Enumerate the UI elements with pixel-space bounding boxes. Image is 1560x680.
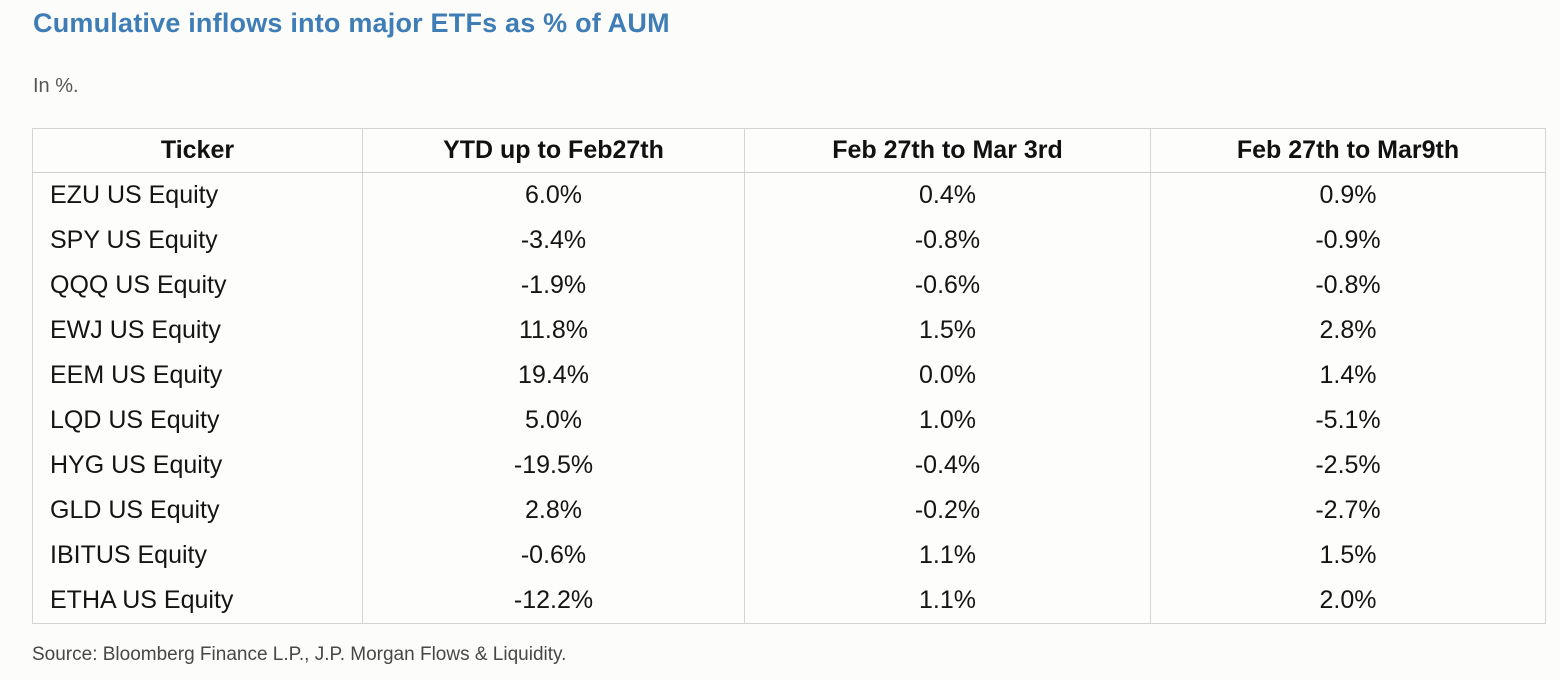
unit-note: In %.	[33, 75, 79, 97]
ticker-cell: GLD US Equity	[50, 496, 220, 524]
value-cell: -0.4%	[744, 443, 1151, 488]
value-cell: 0.9%	[1150, 172, 1546, 218]
value-cell: 1.1%	[744, 533, 1151, 578]
table-row: EWJ US Equity 11.8% 1.5% 2.8%	[33, 308, 1546, 353]
source-note: Source: Bloomberg Finance L.P., J.P. Mor…	[32, 644, 567, 665]
ticker-cell: ETHA US Equity	[50, 586, 234, 614]
page-title: Cumulative inflows into major ETFs as % …	[33, 8, 670, 38]
value-cell: -2.7%	[1150, 488, 1546, 533]
value-cell: -5.1%	[1150, 398, 1546, 443]
table-row: EEM US Equity 19.4% 0.0% 1.4%	[33, 353, 1546, 398]
value-cell: -0.8%	[744, 218, 1151, 263]
ticker-cell: EWJ US Equity	[50, 316, 221, 344]
ticker-cell: SPY US Equity	[50, 226, 218, 254]
report-figure: Cumulative inflows into major ETFs as % …	[0, 8, 1560, 680]
value-cell: -12.2%	[362, 578, 745, 624]
value-cell: 1.0%	[744, 398, 1151, 443]
column-header-ytd-feb27: YTD up to Feb27th	[362, 128, 745, 173]
etf-flows-table: Ticker YTD up to Feb27th Feb 27th to Mar…	[32, 128, 1546, 624]
ticker-cell: EZU US Equity	[50, 181, 219, 209]
ticker-cell: EEM US Equity	[50, 361, 223, 389]
value-cell: -2.5%	[1150, 443, 1546, 488]
value-cell: -3.4%	[362, 218, 745, 263]
value-cell: 1.5%	[744, 308, 1151, 353]
table-header: Ticker YTD up to Feb27th Feb 27th to Mar…	[32, 128, 1546, 173]
value-cell: -19.5%	[362, 443, 745, 488]
ticker-cell: QQQ US Equity	[50, 271, 227, 299]
ticker-cell: IBITUS Equity	[50, 541, 207, 569]
value-cell: 2.0%	[1150, 578, 1546, 624]
value-cell: 2.8%	[362, 488, 745, 533]
table-row: EZU US Equity 6.0% 0.4% 0.9%	[33, 172, 1546, 218]
ticker-cell: LQD US Equity	[50, 406, 220, 434]
table-body: EZU US Equity 6.0% 0.4% 0.9% SPY US Equity -3…	[33, 172, 1546, 624]
table-row: HYG US Equity -19.5% -0.4% -2.5%	[33, 443, 1546, 488]
value-cell: 1.5%	[1150, 533, 1546, 578]
table-row: IBITUS Equity -0.6% 1.1% 1.5%	[33, 533, 1546, 578]
table-row: ETHA US Equity -12.2% 1.1% 2.0%	[33, 578, 1546, 624]
value-cell: -0.6%	[362, 533, 745, 578]
table-row: LQD US Equity 5.0% 1.0% -5.1%	[33, 398, 1546, 443]
value-cell: 0.4%	[744, 172, 1151, 218]
value-cell: 0.0%	[744, 353, 1151, 398]
value-cell: -0.8%	[1150, 263, 1546, 308]
value-cell: -0.2%	[744, 488, 1151, 533]
value-cell: 2.8%	[1150, 308, 1546, 353]
column-header-feb27-mar9: Feb 27th to Mar9th	[1150, 128, 1546, 173]
value-cell: 5.0%	[362, 398, 745, 443]
value-cell: 11.8%	[362, 308, 745, 353]
value-cell: -1.9%	[362, 263, 745, 308]
value-cell: 19.4%	[362, 353, 745, 398]
value-cell: 1.1%	[744, 578, 1151, 624]
value-cell: -0.9%	[1150, 218, 1546, 263]
table-row: SPY US Equity -3.4% -0.8% -0.9%	[33, 218, 1546, 263]
table-row: QQQ US Equity -1.9% -0.6% -0.8%	[33, 263, 1546, 308]
table-header-row: Ticker YTD up to Feb27th Feb 27th to Mar…	[32, 128, 1546, 173]
column-header-feb27-mar3: Feb 27th to Mar 3rd	[744, 128, 1151, 173]
table-row: GLD US Equity 2.8% -0.2% -2.7%	[33, 488, 1546, 533]
column-header-ticker: Ticker	[32, 128, 363, 173]
ticker-cell: HYG US Equity	[50, 451, 223, 479]
value-cell: -0.6%	[744, 263, 1151, 308]
value-cell: 6.0%	[362, 172, 745, 218]
value-cell: 1.4%	[1150, 353, 1546, 398]
